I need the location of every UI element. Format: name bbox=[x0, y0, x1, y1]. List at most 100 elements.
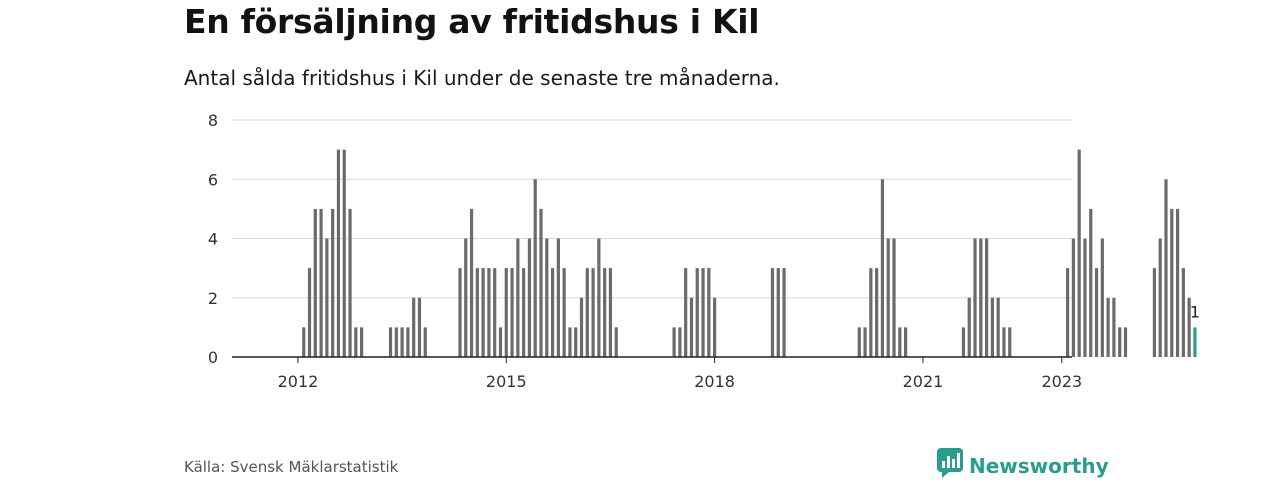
bar bbox=[1089, 208, 1093, 357]
bar bbox=[325, 238, 329, 357]
bar bbox=[539, 208, 543, 357]
bar bbox=[423, 327, 427, 357]
bar bbox=[1066, 268, 1070, 357]
bar bbox=[782, 268, 786, 357]
bar bbox=[591, 268, 595, 357]
highlight-value-label: 1 bbox=[1190, 302, 1200, 321]
bar bbox=[1170, 208, 1174, 357]
bar bbox=[1008, 327, 1012, 357]
bar bbox=[713, 297, 717, 357]
bar bbox=[892, 238, 896, 357]
x-tick-label: 2021 bbox=[903, 372, 944, 391]
bar bbox=[522, 268, 526, 357]
bar bbox=[498, 327, 503, 357]
bar bbox=[614, 327, 618, 357]
bar bbox=[1164, 179, 1168, 357]
bar bbox=[1118, 327, 1122, 357]
bar bbox=[1123, 327, 1128, 357]
bar bbox=[516, 238, 520, 357]
brand-logo[interactable]: Newsworthy bbox=[937, 448, 1109, 483]
chart-title: En försäljning av fritidshus i Kil bbox=[184, 2, 760, 41]
bar-chart: 0 2 4 6 8 1 2012 2015 2018 2021 2023 bbox=[208, 111, 1200, 391]
bar bbox=[770, 268, 775, 357]
bar bbox=[574, 327, 578, 357]
bar bbox=[886, 238, 890, 357]
brand-name: Newsworthy bbox=[969, 453, 1109, 478]
bar bbox=[550, 268, 555, 357]
bar bbox=[1077, 149, 1081, 357]
bar bbox=[1106, 297, 1110, 357]
bar bbox=[695, 268, 699, 357]
bar bbox=[603, 268, 607, 357]
y-tick-label: 6 bbox=[208, 170, 218, 189]
bar bbox=[469, 208, 474, 357]
bar bbox=[412, 297, 416, 357]
bar bbox=[1083, 238, 1087, 357]
bar bbox=[1152, 268, 1157, 357]
bar bbox=[313, 208, 317, 357]
bar bbox=[990, 297, 994, 357]
bar bbox=[585, 268, 589, 357]
bar bbox=[776, 268, 780, 357]
bar bbox=[510, 268, 514, 357]
bar bbox=[354, 327, 358, 357]
bar bbox=[319, 208, 323, 357]
bar bbox=[336, 149, 341, 357]
bar bbox=[672, 327, 676, 357]
bar bbox=[684, 268, 688, 357]
bar bbox=[701, 268, 705, 357]
bar bbox=[857, 327, 861, 357]
y-tick-label: 0 bbox=[208, 348, 218, 367]
bar bbox=[984, 238, 989, 357]
x-tick-label: 2012 bbox=[278, 372, 319, 391]
bar bbox=[556, 238, 560, 357]
bar bbox=[967, 297, 971, 357]
bar bbox=[302, 327, 306, 357]
y-tick-label: 2 bbox=[208, 289, 218, 308]
bar bbox=[863, 327, 867, 357]
bar bbox=[597, 238, 601, 357]
bar bbox=[493, 268, 497, 357]
bar bbox=[1181, 268, 1185, 357]
bar bbox=[1071, 238, 1076, 357]
bar bbox=[1158, 238, 1162, 357]
bar bbox=[545, 238, 549, 357]
bar bbox=[579, 297, 584, 357]
bar bbox=[979, 238, 983, 357]
bar bbox=[1002, 327, 1006, 357]
bar bbox=[875, 268, 879, 357]
highlight-bar bbox=[1193, 327, 1197, 357]
bar bbox=[464, 238, 468, 357]
x-tick-label: 2023 bbox=[1041, 372, 1082, 391]
bar bbox=[400, 327, 404, 357]
bar bbox=[961, 327, 966, 357]
chart-subtitle: Antal sålda fritidshus i Kil under de se… bbox=[184, 66, 780, 90]
bar bbox=[568, 327, 572, 357]
bar bbox=[533, 179, 537, 357]
bar bbox=[307, 268, 312, 357]
bar bbox=[1187, 297, 1191, 357]
bar bbox=[388, 327, 393, 357]
bar bbox=[487, 268, 491, 357]
bar bbox=[1100, 238, 1104, 357]
newsworthy-logo-icon bbox=[937, 448, 963, 483]
bar bbox=[996, 297, 1000, 357]
bar bbox=[973, 238, 977, 357]
bar bbox=[417, 297, 422, 357]
bar bbox=[562, 268, 566, 357]
bar bbox=[689, 297, 694, 357]
bar bbox=[348, 208, 352, 357]
bar bbox=[880, 179, 885, 357]
bar bbox=[898, 327, 902, 357]
x-tick-label: 2015 bbox=[486, 372, 527, 391]
bar bbox=[678, 327, 682, 357]
bar bbox=[1175, 208, 1180, 357]
bar bbox=[481, 268, 485, 357]
bar bbox=[331, 208, 335, 357]
bar bbox=[342, 149, 346, 357]
bar bbox=[1094, 268, 1099, 357]
bar bbox=[707, 268, 711, 357]
bar bbox=[360, 327, 364, 357]
bar bbox=[869, 268, 873, 357]
bar bbox=[406, 327, 410, 357]
